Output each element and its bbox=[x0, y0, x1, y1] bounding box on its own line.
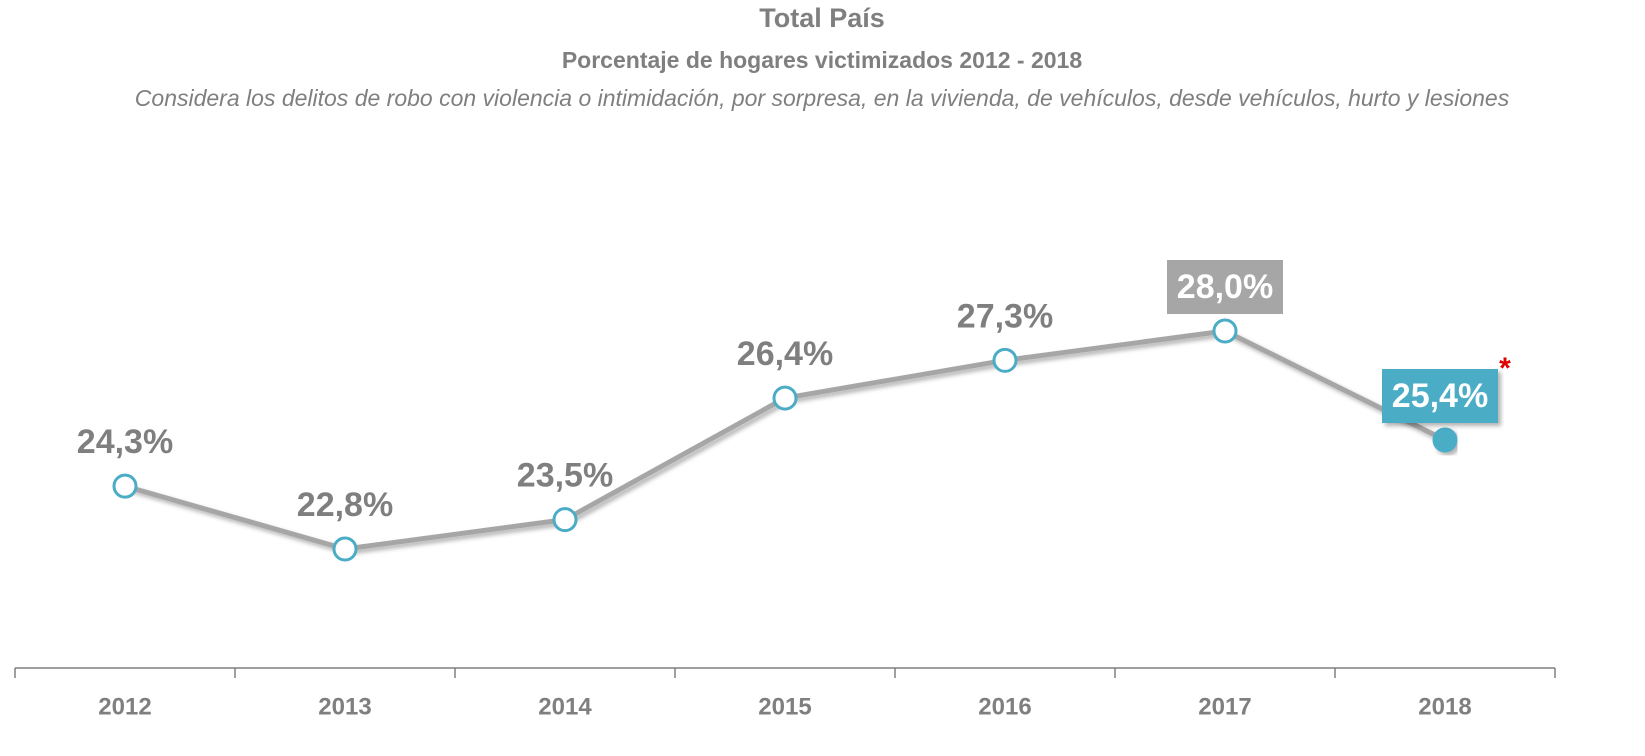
marker bbox=[1432, 427, 1458, 453]
marker bbox=[992, 347, 1018, 373]
marker bbox=[1212, 318, 1238, 344]
marker bbox=[772, 385, 798, 411]
data-label: 27,3% bbox=[957, 297, 1053, 335]
chart-title: Total País bbox=[759, 3, 885, 33]
label-box bbox=[1167, 260, 1283, 314]
data-label: 26,4% bbox=[737, 335, 833, 373]
x-tick-label: 2018 bbox=[1418, 693, 1471, 720]
x-tick-label: 2014 bbox=[538, 693, 592, 720]
x-tick-label: 2017 bbox=[1198, 693, 1251, 720]
data-label: 23,5% bbox=[517, 457, 613, 495]
x-tick-label: 2012 bbox=[98, 693, 151, 720]
data-label: 22,8% bbox=[297, 486, 393, 524]
data-label: 25,4% bbox=[1392, 377, 1488, 415]
chart-subtitle: Porcentaje de hogares victimizados 2012 … bbox=[562, 47, 1083, 73]
marker bbox=[112, 473, 138, 499]
data-label: 28,0% bbox=[1177, 268, 1273, 306]
x-tick-label: 2013 bbox=[318, 693, 371, 720]
data-label: 24,3% bbox=[77, 423, 173, 461]
chart-note: Considera los delitos de robo con violen… bbox=[135, 85, 1510, 111]
marker bbox=[332, 536, 358, 562]
x-tick-label: 2015 bbox=[758, 693, 811, 720]
x-tick-label: 2016 bbox=[978, 693, 1031, 720]
marker bbox=[552, 507, 578, 533]
label-box bbox=[1382, 369, 1498, 423]
annotation: * bbox=[1499, 352, 1511, 385]
